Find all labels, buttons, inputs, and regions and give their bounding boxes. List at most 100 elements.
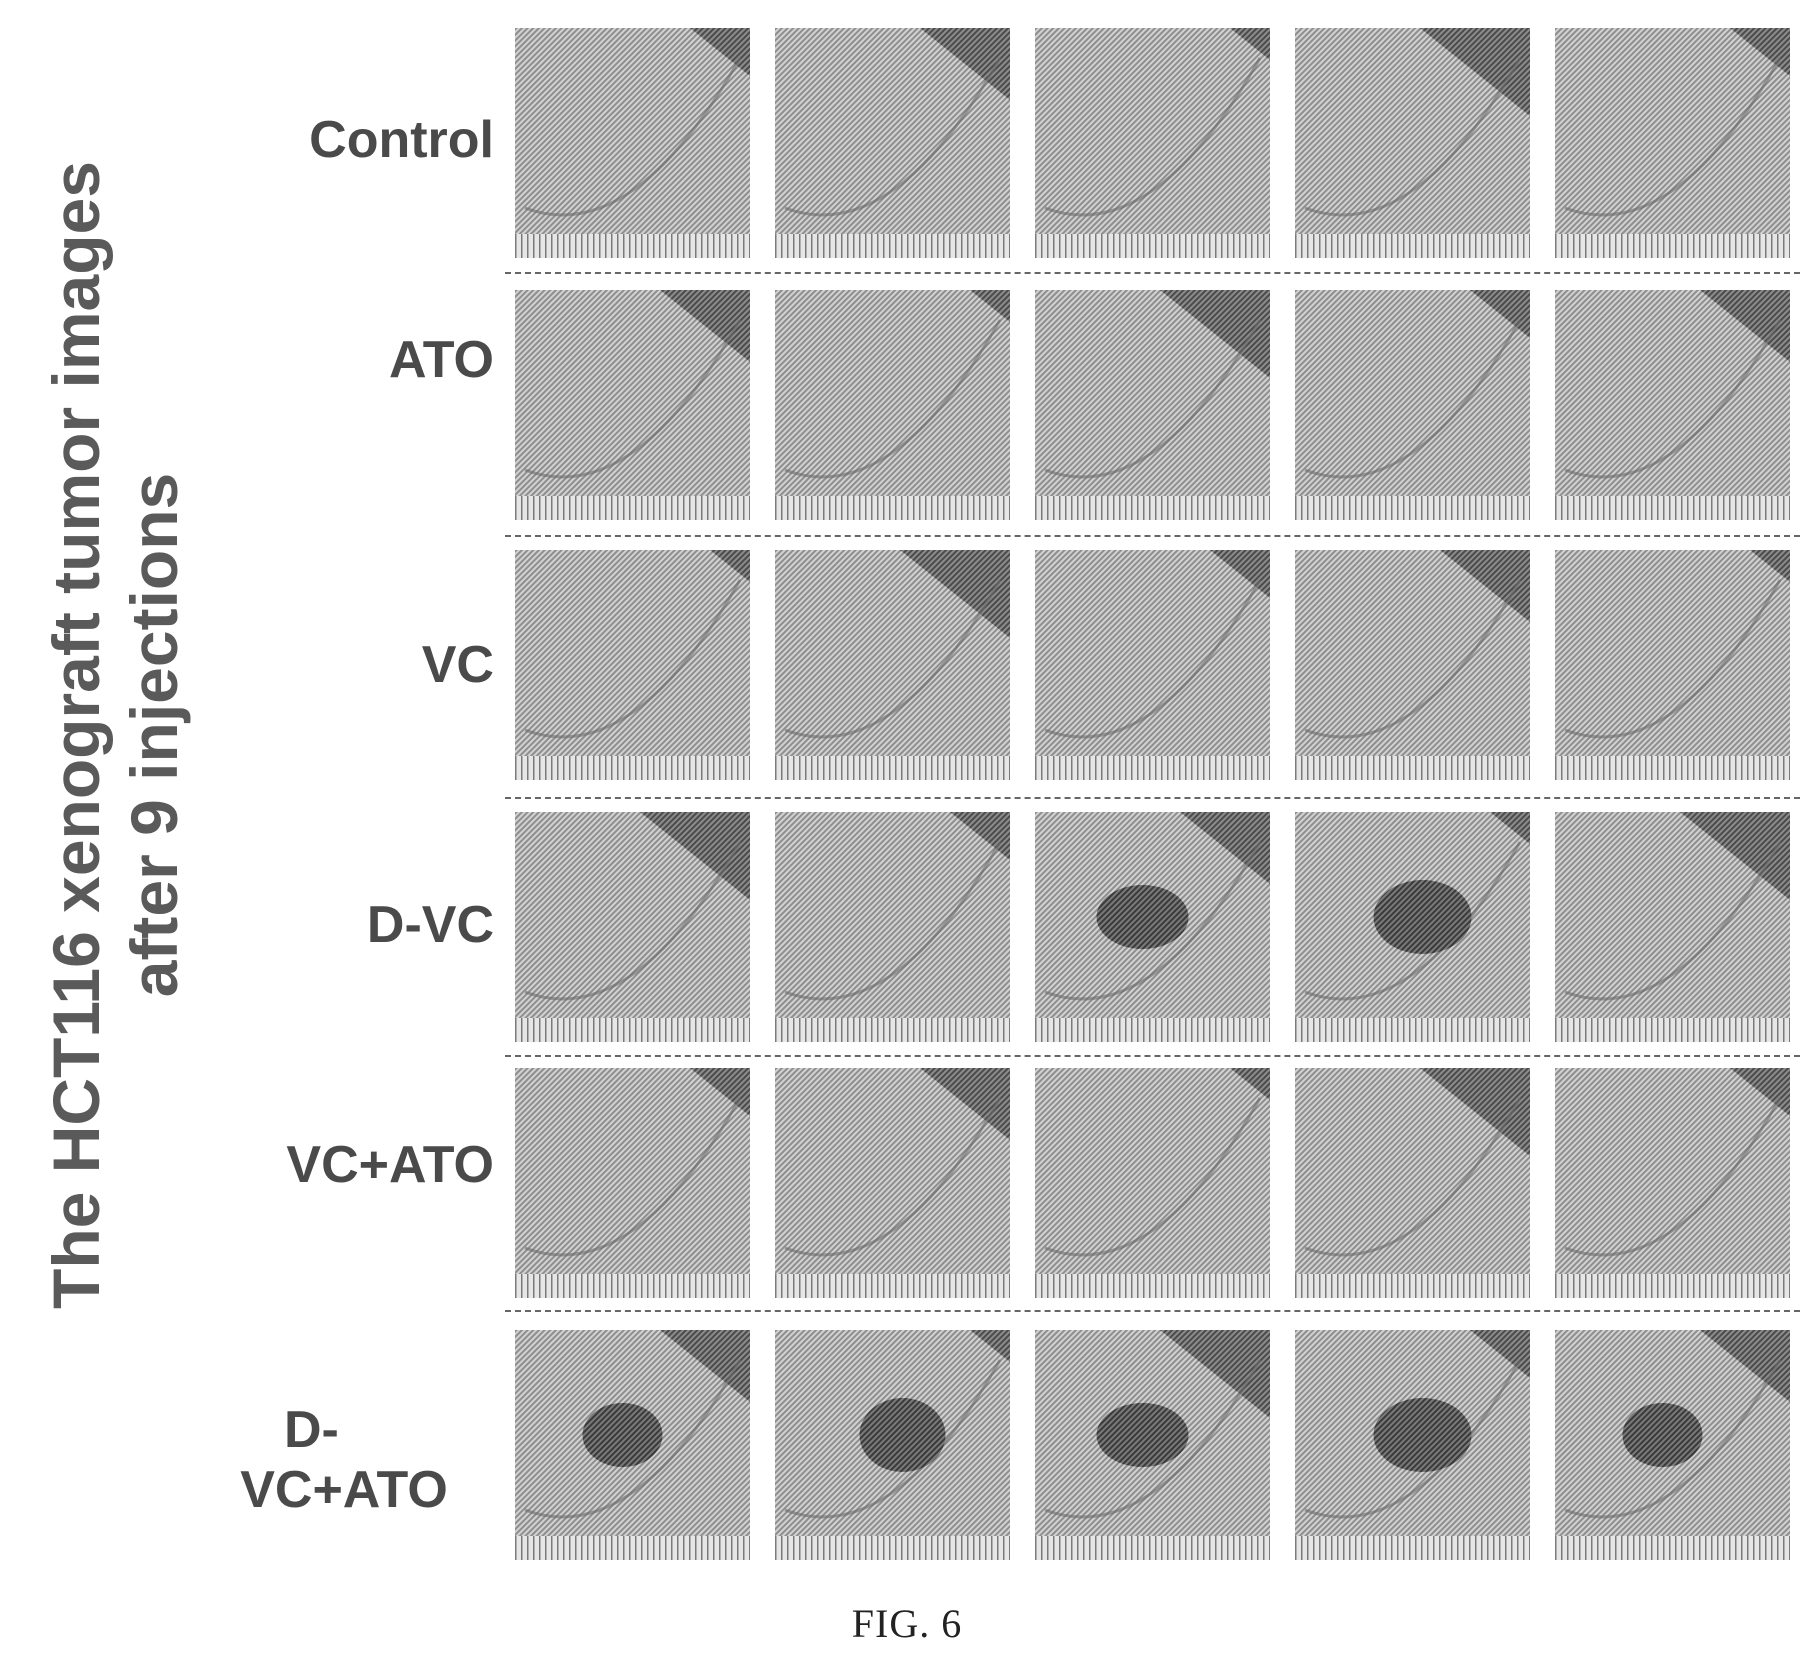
body-contour — [1044, 1359, 1262, 1519]
corner-shadow — [1230, 1068, 1270, 1100]
corner-shadow — [1160, 1330, 1270, 1418]
body-contour — [1044, 57, 1262, 217]
corner-shadow — [970, 290, 1010, 322]
body-contour — [1044, 841, 1262, 1001]
body-contour — [784, 1097, 1002, 1257]
tumor-photo — [1555, 812, 1790, 1042]
tumor-photo — [1035, 550, 1270, 780]
scale-ruler — [775, 756, 1010, 780]
skin-background — [1295, 290, 1530, 520]
corner-shadow — [640, 812, 750, 900]
skin-background — [775, 812, 1010, 1042]
body-contour — [1564, 841, 1782, 1001]
scale-ruler — [1295, 1536, 1530, 1560]
scale-ruler — [1555, 234, 1790, 258]
corner-shadow — [710, 550, 750, 582]
body-contour — [524, 57, 742, 217]
tumor-photo — [775, 550, 1010, 780]
vertical-title: The HCT116 xenograft tumor images after … — [25, 50, 205, 1420]
tumor-mass — [582, 1403, 663, 1467]
body-contour — [524, 841, 742, 1001]
scale-ruler — [1035, 1018, 1270, 1042]
skin-background — [1555, 550, 1790, 780]
tumor-photo — [1035, 812, 1270, 1042]
skin-background — [775, 290, 1010, 520]
body-contour — [1044, 319, 1262, 479]
skin-background — [1555, 28, 1790, 258]
tumor-photo — [775, 812, 1010, 1042]
tumor-photo — [1295, 1330, 1530, 1560]
row-divider — [505, 535, 1800, 537]
scale-ruler — [775, 496, 1010, 520]
tumor-photo — [515, 812, 750, 1042]
tumor-photo — [1295, 812, 1530, 1042]
body-contour — [1564, 579, 1782, 739]
tumor-photo — [515, 550, 750, 780]
scale-ruler — [1035, 234, 1270, 258]
scale-ruler — [515, 1018, 750, 1042]
corner-shadow — [1680, 812, 1790, 900]
body-contour — [1304, 579, 1522, 739]
body-contour — [524, 579, 742, 739]
row-label-d-vc-ato-line2: VC+ATO — [240, 1461, 448, 1519]
row-divider — [505, 1055, 1800, 1057]
row-label-ato: ATO — [389, 331, 494, 389]
tumor-photo — [775, 1068, 1010, 1298]
body-contour — [1044, 1097, 1262, 1257]
scale-ruler — [1035, 1274, 1270, 1298]
scale-ruler — [1295, 756, 1530, 780]
row-label-d-vc: D-VC — [366, 896, 494, 954]
skin-background — [1555, 1068, 1790, 1298]
corner-shadow — [1750, 550, 1790, 582]
title-line-2: after 9 injections — [117, 472, 191, 998]
row-divider — [505, 797, 1800, 799]
tumor-mass — [859, 1398, 946, 1472]
tumor-photo — [1555, 290, 1790, 520]
body-contour — [1564, 319, 1782, 479]
scale-ruler — [515, 234, 750, 258]
row-label-vc-ato: VC+ATO — [286, 1136, 494, 1194]
scale-ruler — [1555, 1274, 1790, 1298]
tumor-mass — [1373, 880, 1472, 954]
scale-ruler — [1035, 756, 1270, 780]
tumor-photo — [1295, 290, 1530, 520]
row-label-d-vc-ato: D- VC+ATO — [214, 1400, 474, 1520]
tumor-photo — [1555, 1330, 1790, 1560]
corner-shadow — [970, 1330, 1010, 1362]
body-contour — [524, 1359, 742, 1519]
body-contour — [784, 579, 1002, 739]
tumor-photo — [1555, 1068, 1790, 1298]
tumor-photo — [1035, 28, 1270, 258]
title-line-1: The HCT116 xenograft tumor images — [39, 161, 113, 1309]
body-contour — [784, 319, 1002, 479]
body-contour — [524, 1097, 742, 1257]
corner-shadow — [1230, 28, 1270, 60]
body-contour — [1564, 1359, 1782, 1519]
tumor-mass — [1096, 885, 1189, 949]
skin-background — [1035, 1068, 1270, 1298]
tumor-photo — [1555, 28, 1790, 258]
body-contour — [1304, 57, 1522, 217]
tumor-photo — [775, 290, 1010, 520]
body-contour — [1304, 1097, 1522, 1257]
tumor-photo — [775, 28, 1010, 258]
tumor-photo — [1035, 1068, 1270, 1298]
tumor-mass — [1622, 1403, 1703, 1467]
tumor-photo — [1295, 28, 1530, 258]
scale-ruler — [1555, 496, 1790, 520]
body-contour — [784, 1359, 1002, 1519]
scale-ruler — [1555, 1536, 1790, 1560]
figure-caption: FIG. 6 — [851, 1601, 963, 1646]
tumor-photo — [1035, 290, 1270, 520]
scale-ruler — [1295, 1018, 1530, 1042]
row-label-d-vc-ato-line1: D- — [284, 1401, 339, 1459]
scale-ruler — [775, 1274, 1010, 1298]
skin-background — [515, 28, 750, 258]
tumor-photo — [775, 1330, 1010, 1560]
body-contour — [524, 319, 742, 479]
scale-ruler — [515, 756, 750, 780]
scale-ruler — [1295, 496, 1530, 520]
body-contour — [1564, 1097, 1782, 1257]
scale-ruler — [515, 1274, 750, 1298]
